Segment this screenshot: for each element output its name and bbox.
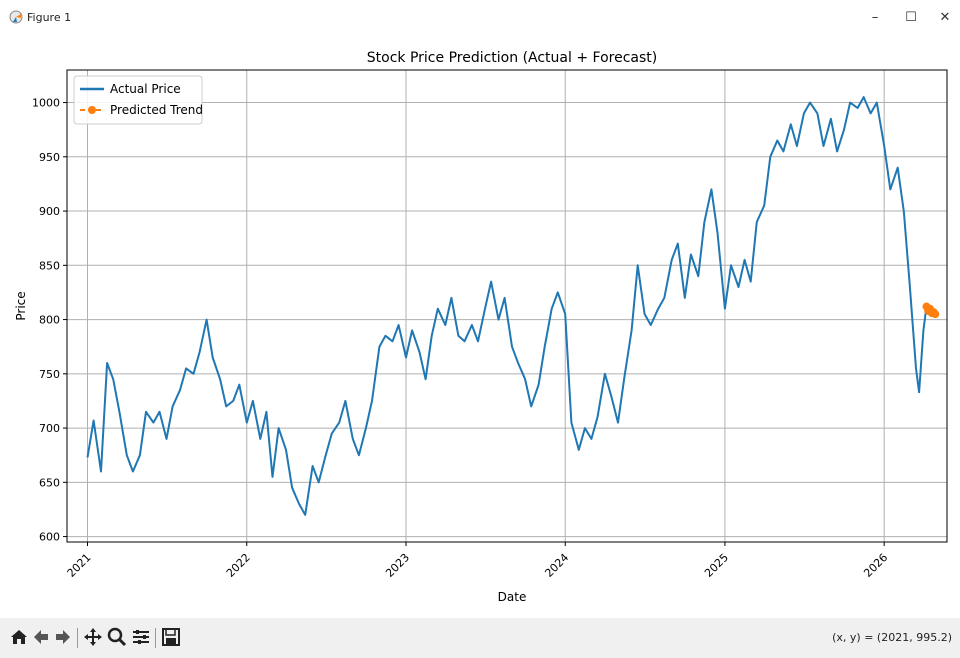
navigation-toolbar: (x, y) = (2021, 995.2) <box>0 618 960 658</box>
legend-predicted-marker <box>88 106 96 114</box>
x-tick-label: 2022 <box>224 551 253 580</box>
y-tick-label: 1000 <box>32 97 60 110</box>
y-tick-label: 900 <box>39 205 60 218</box>
save-icon[interactable] <box>160 626 182 648</box>
predicted-point <box>931 310 940 319</box>
y-axis-label: Price <box>14 291 28 320</box>
y-tick-label: 600 <box>39 531 60 544</box>
legend-box <box>73 75 203 125</box>
plot-frame <box>66 69 948 543</box>
x-tick-label: 2026 <box>861 551 890 580</box>
forward-icon[interactable] <box>52 626 74 648</box>
x-tick-label: 2021 <box>65 551 94 580</box>
figure-canvas[interactable]: 600 650 700 750 800 850 900 950 1000 2021 2022 202… <box>0 34 960 618</box>
x-axis-label: Date <box>498 590 527 604</box>
plot-background <box>67 70 947 542</box>
series-layer <box>86 96 940 516</box>
legend: Actual Price Predicted Trend <box>73 75 203 125</box>
x-tick-label: 2024 <box>542 551 571 580</box>
toolbar-separator <box>155 628 156 648</box>
toolbar-separator <box>77 628 78 648</box>
legend-actual-label: Actual Price <box>110 82 181 96</box>
x-axis: 2021 2022 2023 2024 2025 2026 <box>65 542 890 580</box>
legend-predicted-label: Predicted Trend <box>110 103 203 117</box>
configure-subplots-icon[interactable] <box>130 626 152 648</box>
home-icon[interactable] <box>8 626 30 648</box>
matplotlib-icon <box>9 10 23 24</box>
y-tick-label: 750 <box>39 368 60 381</box>
back-icon[interactable] <box>30 626 52 648</box>
cursor-coordinates: (x, y) = (2021, 995.2) <box>832 631 952 644</box>
y-tick-label: 800 <box>39 314 60 327</box>
y-tick-label: 700 <box>39 422 60 435</box>
x-tick-label: 2023 <box>383 551 412 580</box>
window-titlebar: Figure 1 – ☐ ✕ <box>0 0 960 34</box>
pan-icon[interactable] <box>82 626 104 648</box>
y-tick-label: 850 <box>39 259 60 272</box>
grid <box>67 70 947 542</box>
minimize-button[interactable]: – <box>871 10 879 25</box>
close-button[interactable]: ✕ <box>939 10 951 25</box>
actual-price-line <box>86 96 928 516</box>
y-tick-label: 650 <box>39 476 60 489</box>
x-tick-label: 2025 <box>702 551 731 580</box>
zoom-icon[interactable] <box>106 626 128 648</box>
maximize-button[interactable]: ☐ <box>905 10 917 25</box>
chart-title: Stock Price Prediction (Actual + Forecas… <box>367 50 657 66</box>
y-axis: 600 650 700 750 800 850 900 950 1000 <box>32 97 67 544</box>
window-title: Figure 1 <box>27 11 72 24</box>
y-tick-label: 950 <box>39 151 60 164</box>
